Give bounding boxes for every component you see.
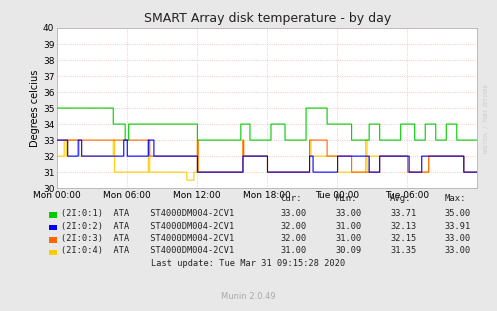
Text: 30.09: 30.09 xyxy=(335,246,362,255)
Text: 31.00: 31.00 xyxy=(281,246,307,255)
Text: (2I:0:2)  ATA    ST4000DM004-2CV1: (2I:0:2) ATA ST4000DM004-2CV1 xyxy=(61,221,234,230)
Text: 33.91: 33.91 xyxy=(445,221,471,230)
Text: 32.15: 32.15 xyxy=(390,234,416,243)
Text: 33.00: 33.00 xyxy=(281,209,307,218)
Text: Last update: Tue Mar 31 09:15:28 2020: Last update: Tue Mar 31 09:15:28 2020 xyxy=(152,259,345,268)
Text: 31.00: 31.00 xyxy=(335,221,362,230)
Text: Munin 2.0.49: Munin 2.0.49 xyxy=(221,291,276,300)
Text: Min:: Min: xyxy=(335,193,357,202)
Text: 33.00: 33.00 xyxy=(335,209,362,218)
Text: 32.00: 32.00 xyxy=(281,234,307,243)
Text: 33.00: 33.00 xyxy=(445,234,471,243)
Text: 31.00: 31.00 xyxy=(335,234,362,243)
Text: (2I:0:3)  ATA    ST4000DM004-2CV1: (2I:0:3) ATA ST4000DM004-2CV1 xyxy=(61,234,234,243)
Text: Max:: Max: xyxy=(445,193,466,202)
Text: 35.00: 35.00 xyxy=(445,209,471,218)
Text: Cur:: Cur: xyxy=(281,193,302,202)
Text: RRDTOOL / TOBI OETIKER: RRDTOOL / TOBI OETIKER xyxy=(484,84,489,153)
Title: SMART Array disk temperature - by day: SMART Array disk temperature - by day xyxy=(144,12,391,26)
Y-axis label: Degrees celcius: Degrees celcius xyxy=(30,69,40,147)
Text: (2I:0:1)  ATA    ST4000DM004-2CV1: (2I:0:1) ATA ST4000DM004-2CV1 xyxy=(61,209,234,218)
Text: 33.71: 33.71 xyxy=(390,209,416,218)
Text: Avg:: Avg: xyxy=(390,193,412,202)
Text: 32.00: 32.00 xyxy=(281,221,307,230)
Text: 32.13: 32.13 xyxy=(390,221,416,230)
Text: (2I:0:4)  ATA    ST4000DM004-2CV1: (2I:0:4) ATA ST4000DM004-2CV1 xyxy=(61,246,234,255)
Text: 31.35: 31.35 xyxy=(390,246,416,255)
Text: 33.00: 33.00 xyxy=(445,246,471,255)
